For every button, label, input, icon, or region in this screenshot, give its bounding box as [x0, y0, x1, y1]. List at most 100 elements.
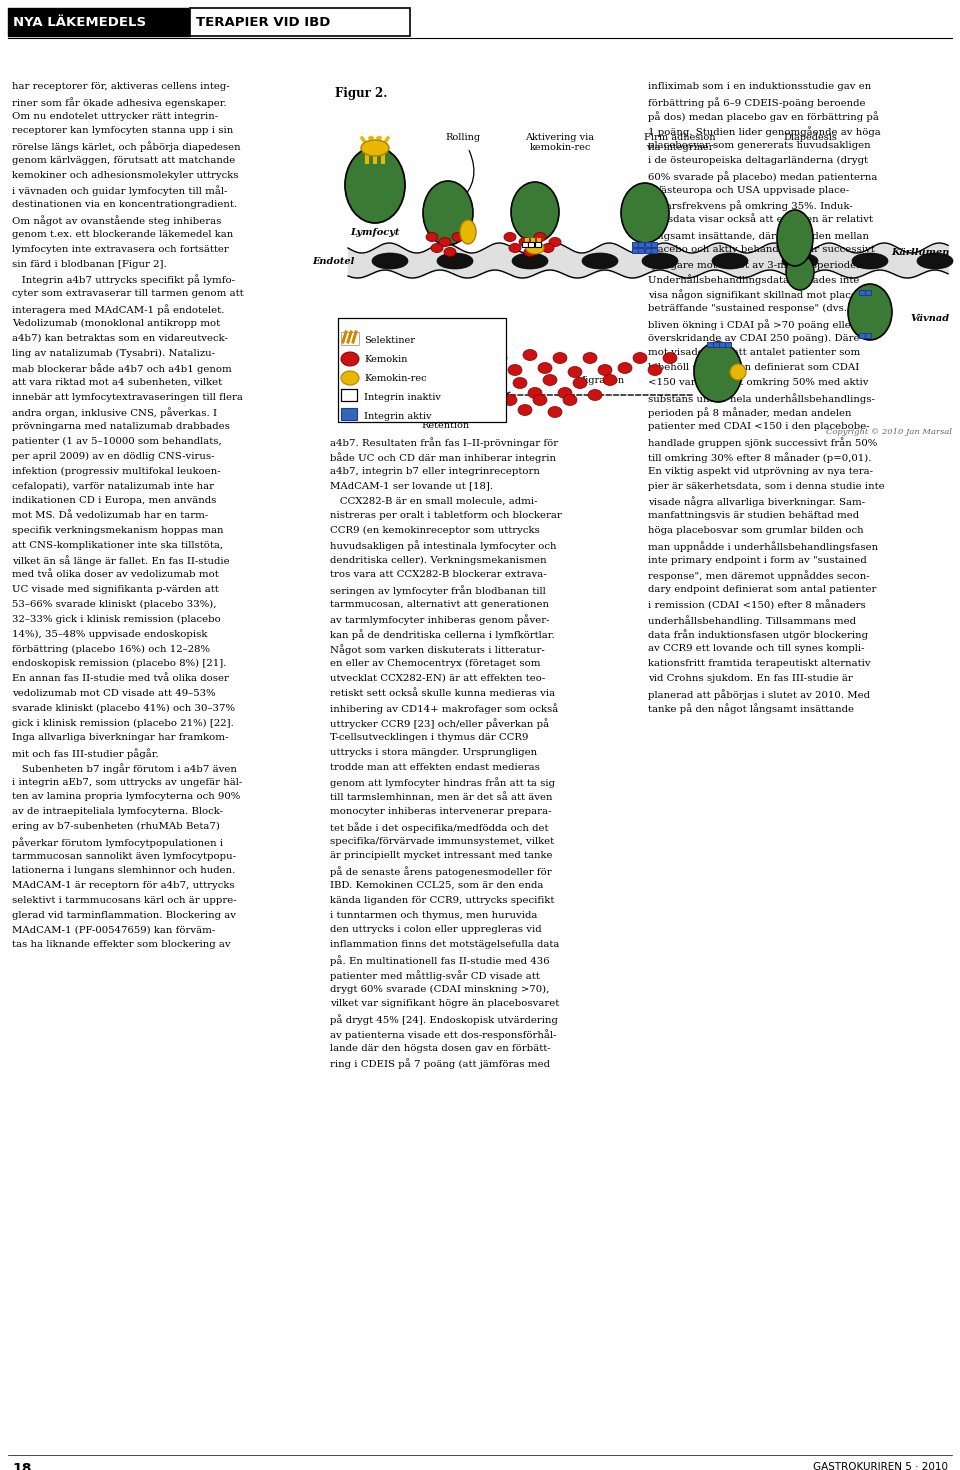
Text: glerad vid tarminflammation. Blockering av: glerad vid tarminflammation. Blockering … — [12, 911, 236, 920]
Text: perioden på 8 månader, medan andelen: perioden på 8 månader, medan andelen — [648, 407, 852, 419]
Text: drygt 60% svarade (CDAI minskning >70),: drygt 60% svarade (CDAI minskning >70), — [330, 985, 549, 994]
Ellipse shape — [524, 247, 536, 256]
Text: vedolizumab mot CD visade att 49–53%: vedolizumab mot CD visade att 49–53% — [12, 689, 216, 698]
Text: tet både i det ospecifika/medfödda och det: tet både i det ospecifika/medfödda och d… — [330, 822, 548, 832]
Text: innebär att lymfocytextravaseringen till flera: innebär att lymfocytextravaseringen till… — [12, 392, 243, 401]
Text: i Västeuropa och USA uppvisade place-: i Västeuropa och USA uppvisade place- — [648, 185, 850, 194]
Text: mot MS. Då vedolizumab har en tarm-: mot MS. Då vedolizumab har en tarm- — [12, 512, 208, 520]
Text: MAdCAM-1 ser lovande ut [18].: MAdCAM-1 ser lovande ut [18]. — [330, 481, 493, 491]
Text: dary endpoint definierat som antal patienter: dary endpoint definierat som antal patie… — [648, 585, 876, 594]
Text: av de intraepiteliala lymfocyterna. Block-: av de intraepiteliala lymfocyterna. Bloc… — [12, 807, 223, 816]
Text: handlade gruppen sjönk successivt från 50%: handlade gruppen sjönk successivt från 5… — [648, 437, 877, 448]
Text: ten av lamina propria lymfocyterna och 90%: ten av lamina propria lymfocyterna och 9… — [12, 792, 240, 801]
Text: bliven ökning i CDAI på >70 poäng eller: bliven ökning i CDAI på >70 poäng eller — [648, 319, 855, 329]
Bar — [341, 390, 357, 401]
Text: förbättring (placebo 16%) och 12–28%: förbättring (placebo 16%) och 12–28% — [12, 644, 210, 654]
Text: a4b7. Resultaten från fas I–II-prövningar för: a4b7. Resultaten från fas I–II-prövninga… — [330, 437, 558, 448]
Ellipse shape — [618, 363, 632, 373]
Text: specifika/förvärvade immunsystemet, vilket: specifika/förvärvade immunsystemet, vilk… — [330, 836, 554, 845]
Bar — [452, 344, 458, 348]
Text: man uppnådde i underhållsbehandlingsfasen: man uppnådde i underhållsbehandlingsfase… — [648, 541, 878, 551]
Text: CCR9 (en kemokinreceptor som uttrycks: CCR9 (en kemokinreceptor som uttrycks — [330, 526, 540, 535]
Ellipse shape — [730, 365, 746, 381]
Ellipse shape — [523, 350, 537, 360]
Text: 32–33% gick i klinisk remission (placebo: 32–33% gick i klinisk remission (placebo — [12, 614, 221, 623]
Bar — [713, 343, 719, 347]
Ellipse shape — [563, 394, 577, 406]
Text: Integrin aktiv: Integrin aktiv — [364, 412, 431, 420]
Bar — [638, 243, 644, 247]
Text: substans under hela underhållsbehandlings-: substans under hela underhållsbehandling… — [648, 392, 875, 404]
Text: kationsfritt framtida terapeutiskt alternativ: kationsfritt framtida terapeutiskt alter… — [648, 659, 871, 669]
Text: tanke på den något långsamt insättande: tanke på den något långsamt insättande — [648, 704, 854, 714]
Ellipse shape — [444, 247, 456, 256]
Ellipse shape — [777, 210, 813, 266]
Text: planerad att påbörjas i slutet av 2010. Med: planerad att påbörjas i slutet av 2010. … — [648, 689, 870, 700]
Ellipse shape — [642, 253, 678, 269]
Text: sin färd i blodbanan [Figur 2].: sin färd i blodbanan [Figur 2]. — [12, 260, 167, 269]
Bar — [632, 248, 638, 253]
Text: inhibering av CD14+ makrofager som också: inhibering av CD14+ makrofager som också — [330, 704, 559, 714]
Text: på dos) medan placebo gav en förbättring på: på dos) medan placebo gav en förbättring… — [648, 112, 878, 122]
Text: Rolling: Rolling — [445, 132, 481, 143]
Bar — [859, 290, 865, 295]
Bar — [719, 343, 725, 347]
Ellipse shape — [512, 253, 548, 269]
Text: av tarmlymfocyter inhiberas genom påver-: av tarmlymfocyter inhiberas genom påver- — [330, 614, 549, 625]
Text: retiskt sett också skulle kunna medieras via: retiskt sett också skulle kunna medieras… — [330, 688, 555, 698]
Text: är principiellt mycket intressant med tanke: är principiellt mycket intressant med ta… — [330, 851, 553, 860]
Text: MAdCAM-1 är receptorn för a4b7, uttrycks: MAdCAM-1 är receptorn för a4b7, uttrycks — [12, 881, 234, 891]
Text: på drygt 45% [24]. Endoskopisk utvärdering: på drygt 45% [24]. Endoskopisk utvärderi… — [330, 1014, 558, 1025]
Text: bibehöll s remission definierat som CDAI: bibehöll s remission definierat som CDAI — [648, 363, 859, 372]
Bar — [651, 243, 657, 247]
Text: pier är säkerhetsdata, som i denna studie inte: pier är säkerhetsdata, som i denna studi… — [648, 482, 884, 491]
Text: vid Crohns sjukdom. En fas III-studie är: vid Crohns sjukdom. En fas III-studie är — [648, 675, 852, 684]
Text: utvecklat CCX282-EN) är att effekten teo-: utvecklat CCX282-EN) är att effekten teo… — [330, 673, 545, 682]
Text: placebo och aktiv behandling blir successivt: placebo och aktiv behandling blir succes… — [648, 245, 875, 254]
Text: genom att lymfocyter hindras från att ta sig: genom att lymfocyter hindras från att ta… — [330, 778, 555, 788]
Bar — [452, 409, 458, 413]
Text: kemokiner och adhesionsmolekyler uttrycks: kemokiner och adhesionsmolekyler uttryck… — [12, 171, 238, 179]
Text: visade några allvarliga biverkningar. Sam-: visade några allvarliga biverkningar. Sa… — [648, 497, 865, 507]
Ellipse shape — [582, 253, 618, 269]
Text: lande där den högsta dosen gav en förbätt-: lande där den högsta dosen gav en förbät… — [330, 1044, 551, 1053]
Text: att CNS-komplikationer inte ska tillstöta,: att CNS-komplikationer inte ska tillstöt… — [12, 541, 223, 550]
Bar — [190, 7, 410, 35]
Text: till omkring 30% efter 8 månader (p=0,01).: till omkring 30% efter 8 månader (p=0,01… — [648, 451, 872, 463]
Ellipse shape — [361, 140, 389, 156]
Text: tarmmucosan sannolikt även lymfocytpopu-: tarmmucosan sannolikt även lymfocytpopu- — [12, 851, 236, 860]
Text: infliximab som i en induktionsstudie gav en: infliximab som i en induktionsstudie gav… — [648, 82, 872, 91]
Text: TERAPIER VID IBD: TERAPIER VID IBD — [196, 16, 330, 28]
Ellipse shape — [426, 232, 438, 241]
Text: i integrin aEb7, som uttrycks av ungefär häl-: i integrin aEb7, som uttrycks av ungefär… — [12, 778, 242, 786]
Ellipse shape — [504, 232, 516, 241]
Ellipse shape — [493, 353, 507, 363]
Ellipse shape — [663, 353, 677, 363]
Ellipse shape — [648, 365, 662, 375]
Text: med två olika doser av vedolizumab mot: med två olika doser av vedolizumab mot — [12, 570, 219, 579]
Text: Underhållsbehandlingsdata lyckades inte: Underhållsbehandlingsdata lyckades inte — [648, 275, 859, 285]
Bar — [707, 343, 713, 347]
Ellipse shape — [423, 181, 473, 245]
Text: visa någon signifikant skillnad mot placebo: visa någon signifikant skillnad mot plac… — [648, 290, 870, 300]
Ellipse shape — [508, 365, 522, 375]
Text: höga placebosvar som grumlar bilden och: höga placebosvar som grumlar bilden och — [648, 526, 864, 535]
Ellipse shape — [542, 244, 554, 253]
Text: beträffande "sustained response" (dvs. ute-: beträffande "sustained response" (dvs. u… — [648, 304, 870, 313]
Text: Selektiner: Selektiner — [364, 335, 415, 344]
Text: gick i klinisk remission (placebo 21%) [22].: gick i klinisk remission (placebo 21%) [… — [12, 719, 234, 728]
Bar — [632, 243, 638, 247]
Text: Något som varken diskuterats i litteratur-: Något som varken diskuterats i litteratu… — [330, 644, 544, 656]
Ellipse shape — [503, 394, 517, 406]
Text: uttrycker CCR9 [23] och/eller påverkan på: uttrycker CCR9 [23] och/eller påverkan p… — [330, 719, 549, 729]
Text: Inga allvarliga biverkningar har framkom-: Inga allvarliga biverkningar har framkom… — [12, 734, 228, 742]
Bar — [438, 409, 444, 413]
Ellipse shape — [528, 388, 542, 398]
Ellipse shape — [549, 238, 561, 247]
Ellipse shape — [345, 147, 405, 223]
Text: monocyter inhiberas intervenerar prepara-: monocyter inhiberas intervenerar prepara… — [330, 807, 551, 816]
Ellipse shape — [437, 253, 473, 269]
Text: specifik verkningsmekanism hoppas man: specifik verkningsmekanism hoppas man — [12, 526, 224, 535]
Text: inflammation finns det motstägelsefulla data: inflammation finns det motstägelsefulla … — [330, 941, 560, 950]
Text: prövningarna med natalizumab drabbades: prövningarna med natalizumab drabbades — [12, 422, 229, 431]
